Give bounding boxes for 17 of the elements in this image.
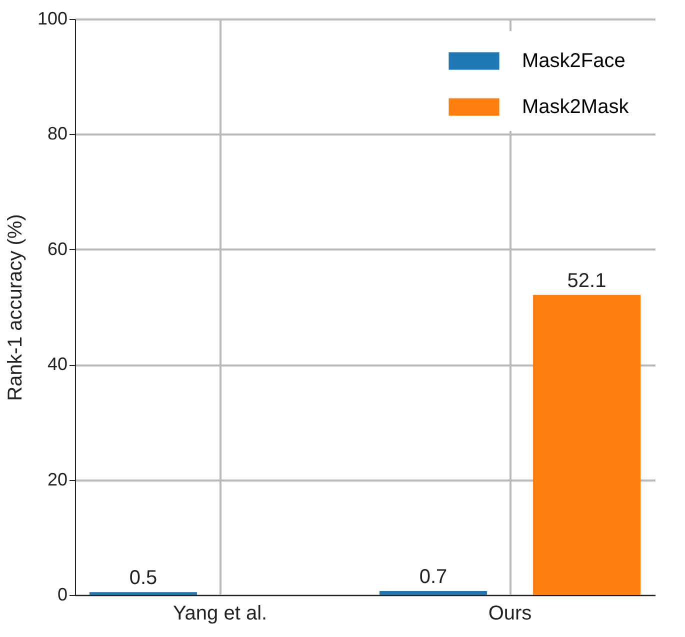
y-tick-label: 0 — [57, 584, 68, 604]
legend-label: Mask2Mask — [522, 96, 630, 118]
y-tick-label: 80 — [47, 124, 68, 144]
bar — [90, 592, 197, 595]
y-tick-label: 100 — [37, 8, 68, 28]
data-label: 0.5 — [129, 567, 158, 590]
y-tick-label: 20 — [47, 469, 68, 490]
legend-label: Mask2Face — [522, 50, 626, 72]
data-label: 0.7 — [419, 566, 448, 588]
y-tick-label: 60 — [47, 238, 68, 259]
x-tick-label: Ours — [488, 602, 532, 624]
y-axis-title: Rank-1 accuracy (%) — [4, 214, 26, 401]
bar — [380, 590, 487, 595]
data-label: 52.1 — [567, 270, 606, 292]
y-tick-label: 40 — [47, 354, 68, 374]
x-tick-label: Yang et al. — [172, 602, 268, 624]
bar — [533, 294, 640, 595]
